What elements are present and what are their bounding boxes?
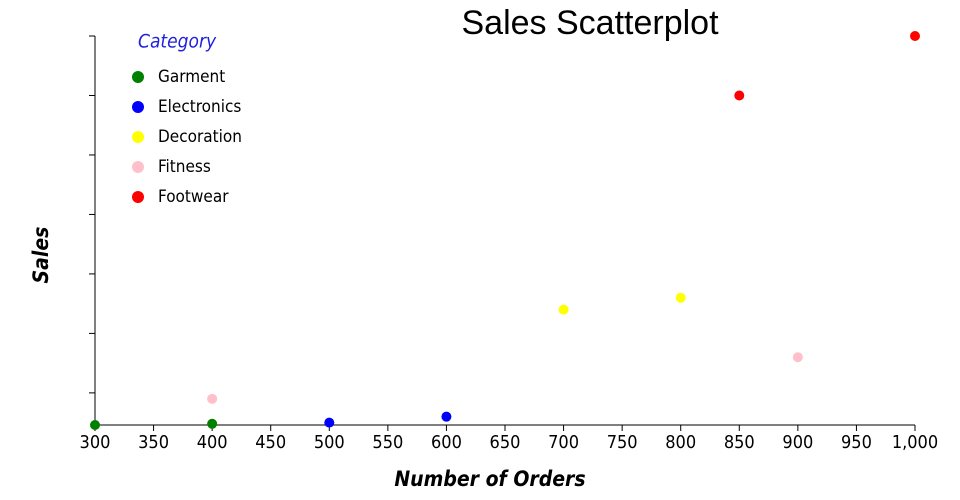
point xyxy=(675,292,686,303)
legend-marker xyxy=(132,71,144,83)
legend-title: Category xyxy=(138,31,217,53)
x-tick-label: 1,000 xyxy=(892,432,938,453)
legend-label: Electronics xyxy=(158,97,241,117)
x-axis-label: Number of Orders xyxy=(394,467,585,491)
x-tick-label: 400 xyxy=(197,432,228,453)
point xyxy=(910,31,920,41)
x-tick-label: 800 xyxy=(665,432,696,453)
legend-marker xyxy=(132,131,144,143)
x-tick-label: 900 xyxy=(782,432,813,453)
x-tick-label: 700 xyxy=(548,432,579,453)
legend-label: Garment xyxy=(158,67,225,87)
x-tick-label: 550 xyxy=(372,432,403,453)
point xyxy=(207,393,218,404)
chart-title: Sales Scatterplot xyxy=(461,4,719,42)
legend-label: Footwear xyxy=(158,187,229,207)
legend-marker xyxy=(132,191,144,203)
y-axis-label: Sales xyxy=(29,227,53,284)
point xyxy=(324,417,335,428)
legend-marker xyxy=(132,161,144,173)
x-tick-label: 850 xyxy=(724,432,755,453)
point xyxy=(792,352,803,363)
x-tick-label: 500 xyxy=(314,432,345,453)
legend-label: Decoration xyxy=(158,127,242,147)
x-tick-label: 450 xyxy=(255,432,286,453)
x-tick-label: 300 xyxy=(80,432,111,453)
point xyxy=(90,420,100,430)
legend-marker xyxy=(132,101,144,113)
x-tick-label: 950 xyxy=(841,432,872,453)
point xyxy=(207,418,218,429)
legend-label: Fitness xyxy=(158,157,211,177)
x-tick-label: 350 xyxy=(138,432,169,453)
point xyxy=(441,411,452,422)
point xyxy=(558,304,569,315)
x-tick-label: 650 xyxy=(490,432,521,453)
point xyxy=(734,90,745,101)
x-tick-label: 600 xyxy=(431,432,462,453)
x-tick-label: 750 xyxy=(607,432,638,453)
